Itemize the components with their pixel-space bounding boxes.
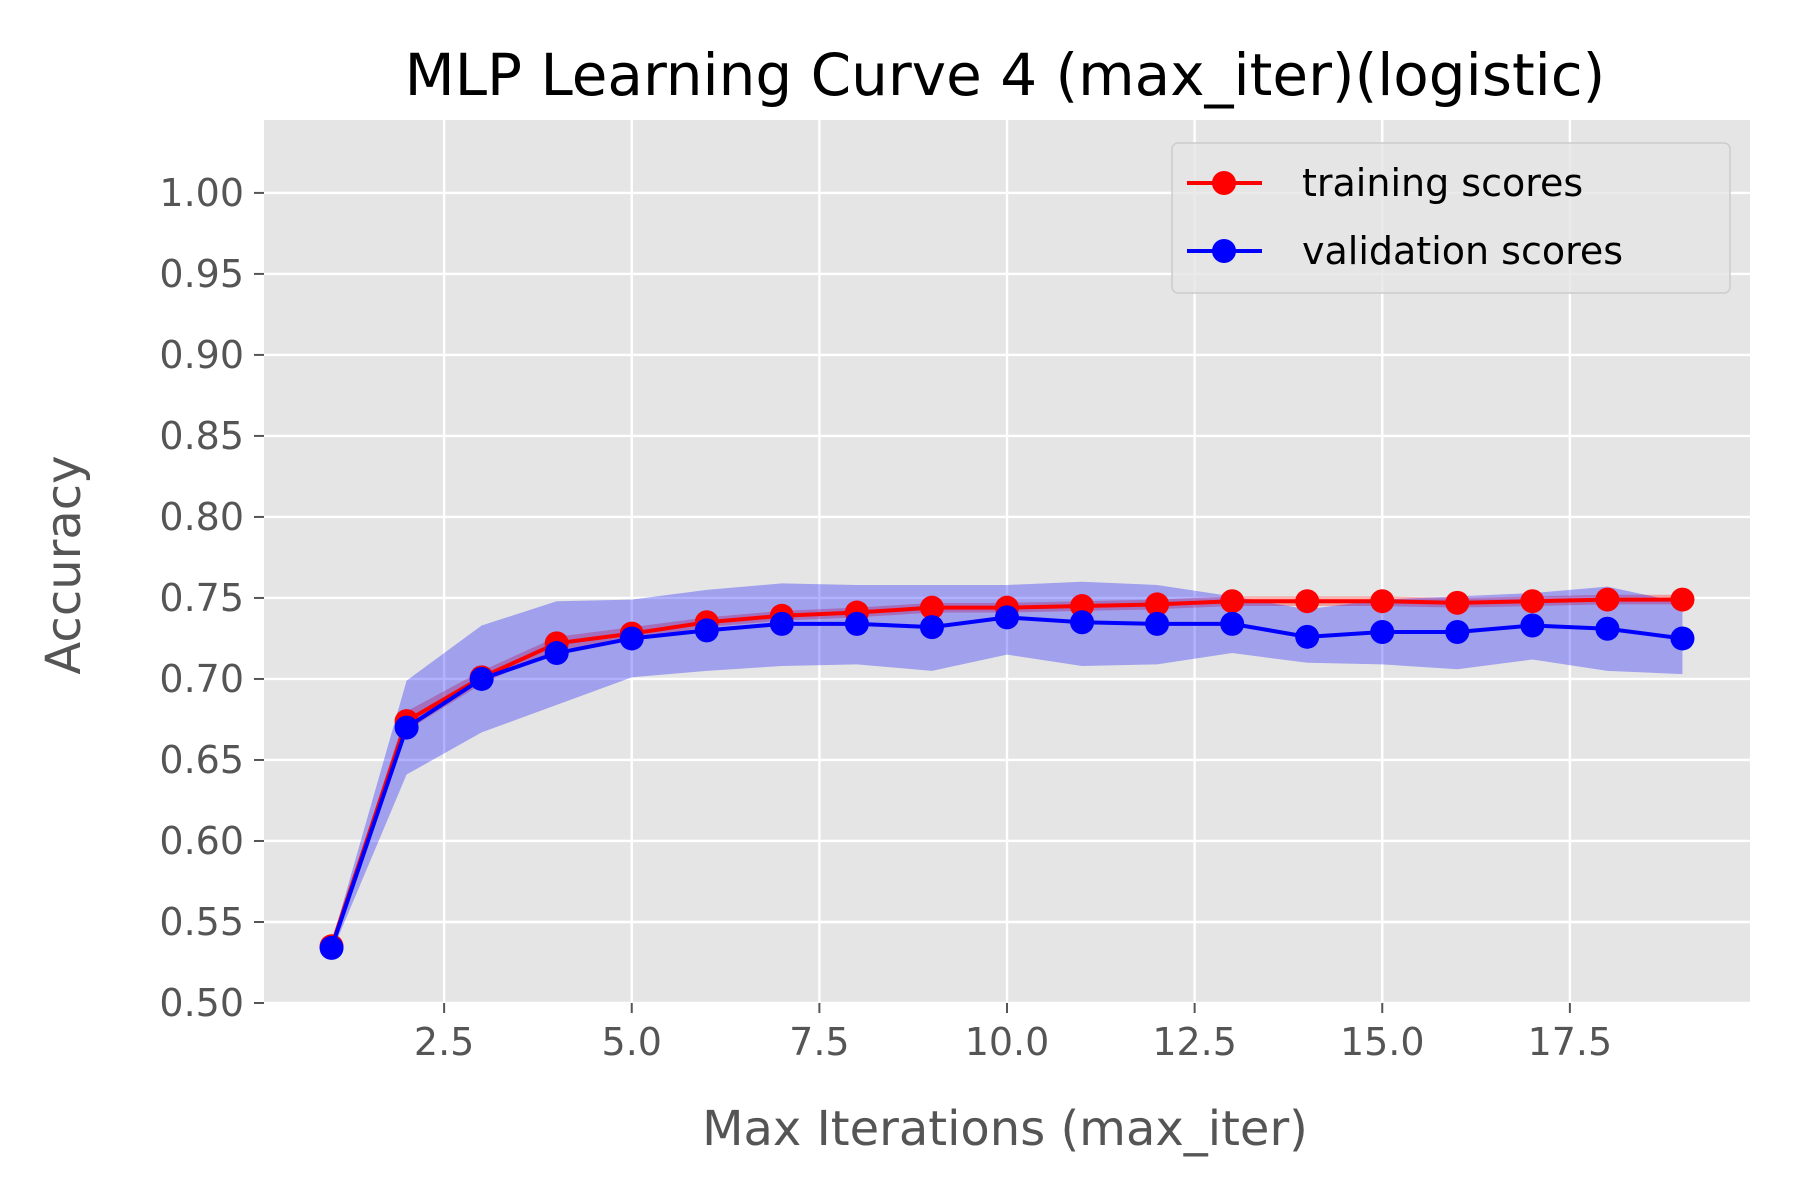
x-tick-label: 7.5 (789, 1020, 849, 1064)
legend-validation-scores-marker (1212, 239, 1236, 263)
training-scores-point (1295, 589, 1320, 614)
validation-scores-point (1070, 610, 1095, 635)
legend: training scores validation scores (1171, 142, 1731, 294)
training-scores-point (1145, 592, 1170, 617)
chart-title: MLP Learning Curve 4 (max_iter)(logistic… (405, 41, 1606, 109)
training-scores-point (919, 595, 944, 620)
validation-scores-point (1145, 611, 1170, 636)
y-tick-label: 0.85 (159, 414, 244, 458)
validation-scores-point (995, 605, 1019, 630)
validation-scores-point (619, 626, 644, 651)
x-tick-label: 15.0 (1340, 1020, 1425, 1064)
validation-scores-point (469, 666, 494, 691)
y-tick-label: 0.75 (159, 576, 244, 620)
validation-scores-point (394, 715, 419, 740)
x-tick-label: 2.5 (414, 1020, 474, 1064)
x-tick-label: 5.0 (602, 1020, 662, 1064)
x-tick-label: 17.5 (1528, 1020, 1613, 1064)
y-tick-label: 0.50 (159, 981, 244, 1025)
x-axis-label: Max Iterations (max_iter) (702, 1101, 1308, 1157)
validation-scores-point (919, 615, 944, 640)
x-tick-label: 12.5 (1152, 1020, 1237, 1064)
training-scores-point (1520, 589, 1545, 614)
validation-scores-point (319, 935, 344, 960)
legend-frame (1171, 142, 1731, 294)
x-tick-label: 10.0 (965, 1020, 1050, 1064)
validation-scores-point (844, 611, 869, 636)
legend-training-scores-label: training scores (1302, 161, 1583, 205)
validation-scores-point (1370, 619, 1395, 644)
validation-scores-point (769, 611, 794, 636)
validation-scores-band (331, 581, 1683, 953)
y-tick-label: 0.65 (159, 738, 244, 782)
training-scores-point (1445, 590, 1470, 615)
legend-training-scores-marker (1212, 171, 1236, 195)
y-tick-label: 0.60 (159, 819, 244, 863)
validation-scores-point (1220, 611, 1245, 636)
training-scores-point (1670, 587, 1695, 612)
validation-scores-point (1295, 624, 1320, 649)
y-tick-label: 0.70 (159, 657, 244, 701)
y-axis-label: Accuracy (36, 455, 92, 674)
validation-scores-point (1595, 616, 1620, 641)
validation-scores-point (1520, 613, 1545, 638)
y-tick-label: 0.55 (159, 900, 244, 944)
validation-scores-point (1445, 619, 1470, 644)
y-tick-label: 0.95 (159, 252, 244, 296)
validation-scores-point (694, 618, 719, 643)
validation-scores-point (544, 641, 569, 666)
legend-validation-scores-label: validation scores (1302, 229, 1623, 273)
y-tick-label: 0.90 (159, 333, 244, 377)
y-tick-label: 1.00 (159, 171, 244, 215)
training-scores-point (1595, 587, 1620, 612)
training-scores-point (1220, 589, 1245, 614)
y-tick-label: 0.80 (159, 495, 244, 539)
training-scores-point (1370, 589, 1395, 614)
validation-scores-point (1670, 626, 1695, 651)
